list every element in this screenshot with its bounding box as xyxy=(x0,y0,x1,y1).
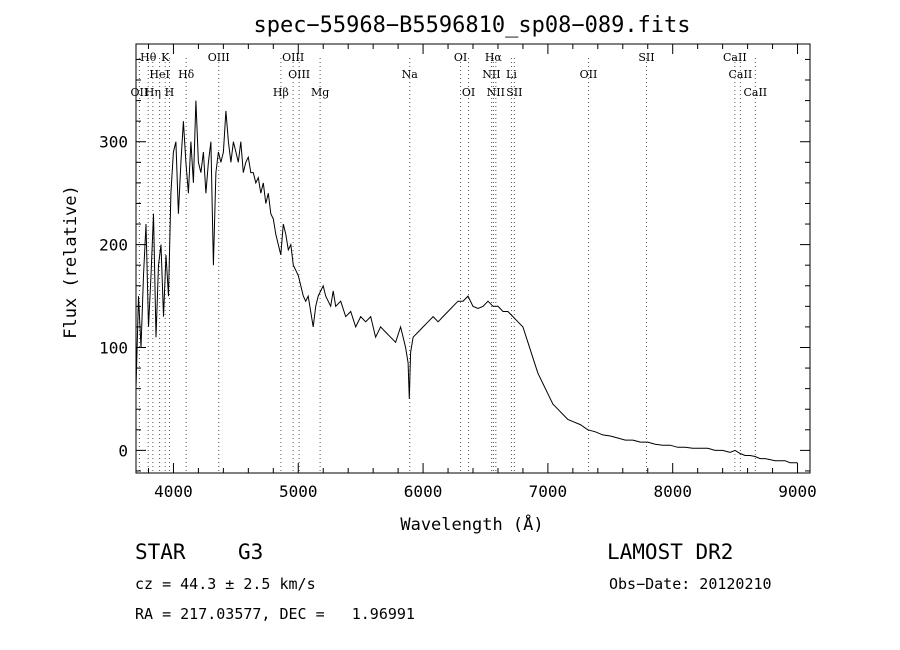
line-label-0: Hθ xyxy=(140,51,157,64)
chart-title: spec−55968−B5596810_sp08−089.fits xyxy=(253,13,690,38)
line-label-4: OI xyxy=(454,51,467,64)
line-label-16: OII xyxy=(131,86,149,99)
line-label-17: Hη xyxy=(145,86,161,99)
x-axis-label: Wavelength (Å) xyxy=(400,513,543,535)
x-tick-label-2: 6000 xyxy=(404,482,443,501)
y-axis-label: Flux (relative) xyxy=(61,185,81,339)
line-label-6: SII xyxy=(638,51,654,64)
line-label-3: OIII xyxy=(282,51,304,64)
y-tick-label-1: 100 xyxy=(99,338,128,357)
line-label-14: OII xyxy=(580,68,598,81)
line-label-19: Hβ xyxy=(273,86,289,99)
obs-date: Obs−Date: 20120210 xyxy=(609,575,772,593)
x-tick-label-1: 5000 xyxy=(279,482,318,501)
survey-name: LAMOST DR2 xyxy=(607,540,734,564)
x-tick-label-0: 4000 xyxy=(154,482,193,501)
line-label-5: Hα xyxy=(485,51,503,64)
x-tick-labels: 4000 5000 6000 7000 8000 9000 xyxy=(154,482,817,501)
line-label-20: Mg xyxy=(311,86,329,99)
y-tick-label-3: 300 xyxy=(99,133,128,152)
line-label-21: OI xyxy=(462,86,475,99)
redshift-cz: cz = 44.3 ± 2.5 km/s xyxy=(135,575,316,593)
line-label-10: OIII xyxy=(288,68,310,81)
line-label-7: CaII xyxy=(723,51,747,64)
line-label-11: Na xyxy=(402,68,419,81)
line-label-23: SII xyxy=(506,86,522,99)
y-tick-labels: 0 100 200 300 xyxy=(99,133,128,461)
x-tick-label-5: 9000 xyxy=(778,482,817,501)
plot-frame xyxy=(135,43,811,474)
x-tick-label-3: 7000 xyxy=(529,482,568,501)
coordinates: RA = 217.03577, DEC = 1.96991 xyxy=(135,605,415,623)
y-tick-label-2: 200 xyxy=(99,236,128,255)
y-tick-label-0: 0 xyxy=(118,441,128,460)
line-label-2: OIII xyxy=(208,51,230,64)
object-subclass: G3 xyxy=(238,540,264,564)
line-label-12: NII xyxy=(482,68,500,81)
axis-ticks xyxy=(136,44,810,473)
line-label-15: CaII xyxy=(729,68,753,81)
x-tick-label-4: 8000 xyxy=(653,482,692,501)
line-label-9: Hδ xyxy=(178,68,195,81)
flux-series-line xyxy=(135,100,798,464)
line-label-8: HeI xyxy=(149,68,169,81)
line-label-18: H xyxy=(165,86,175,99)
line-label-24: CaII xyxy=(743,86,767,99)
line-label-22: NII xyxy=(487,86,505,99)
object-class: STAR xyxy=(135,540,186,564)
line-label-13: Li xyxy=(506,68,517,81)
line-label-1: K xyxy=(161,51,170,64)
spectral-line-markers xyxy=(138,58,756,473)
